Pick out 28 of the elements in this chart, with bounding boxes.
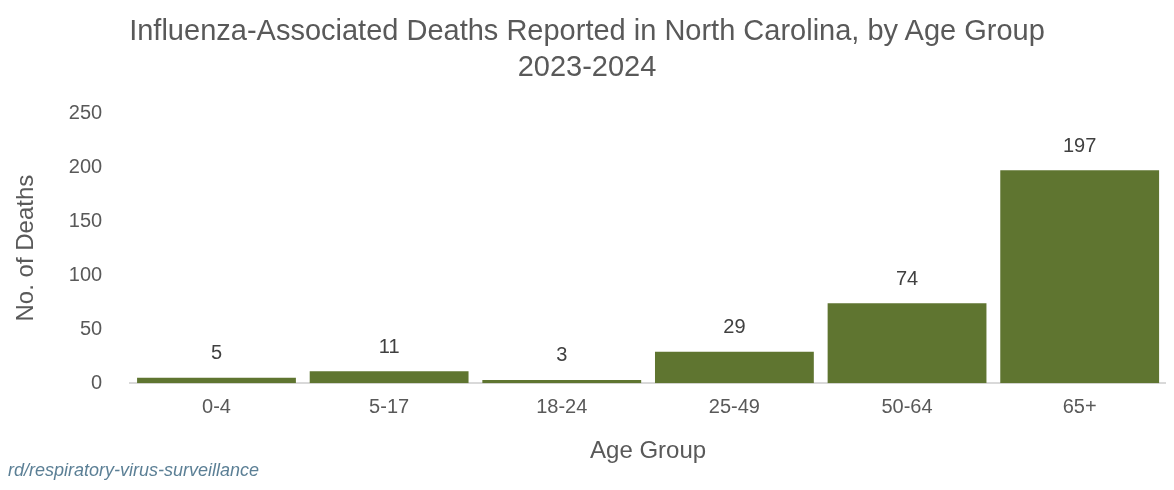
x-tick-label: 0-4 [202, 394, 231, 417]
bar [1000, 170, 1160, 384]
y-tick-label: 0 [91, 370, 103, 393]
text: rd/respiratory-virus-surveillance [8, 460, 260, 480]
y-tick-label: 200 [68, 154, 103, 177]
x-axis-title: Age Group [590, 436, 707, 464]
data-label: 29 [723, 315, 746, 338]
y-tick-label: 250 [68, 100, 103, 123]
x-tick-label: 5-17 [369, 394, 410, 417]
bar [654, 351, 814, 384]
chart-title: Influenza-Associated Deaths Reported in North Carolina, by Age Group 2023-2024 [128, 13, 1046, 84]
x-tick-label: 25-49 [708, 394, 760, 417]
bar [137, 377, 296, 384]
y-tick-label: 100 [68, 262, 103, 285]
y-tick-label: 150 [68, 208, 103, 231]
y-tick-label: 50 [79, 316, 103, 339]
bar [309, 371, 469, 384]
y-axis-title: No. of Deaths [11, 174, 39, 322]
x-tick-label: 50-64 [881, 394, 933, 417]
data-label: 5 [210, 341, 223, 364]
data-label: 3 [556, 343, 568, 366]
data-label: 74 [895, 266, 919, 289]
bar [827, 303, 987, 384]
x-tick-label: 65+ [1062, 394, 1097, 417]
bar [482, 379, 642, 384]
data-label: 11 [378, 334, 400, 357]
x-tick-label: 18-24 [536, 394, 588, 417]
data-label: 197 [1062, 133, 1097, 156]
